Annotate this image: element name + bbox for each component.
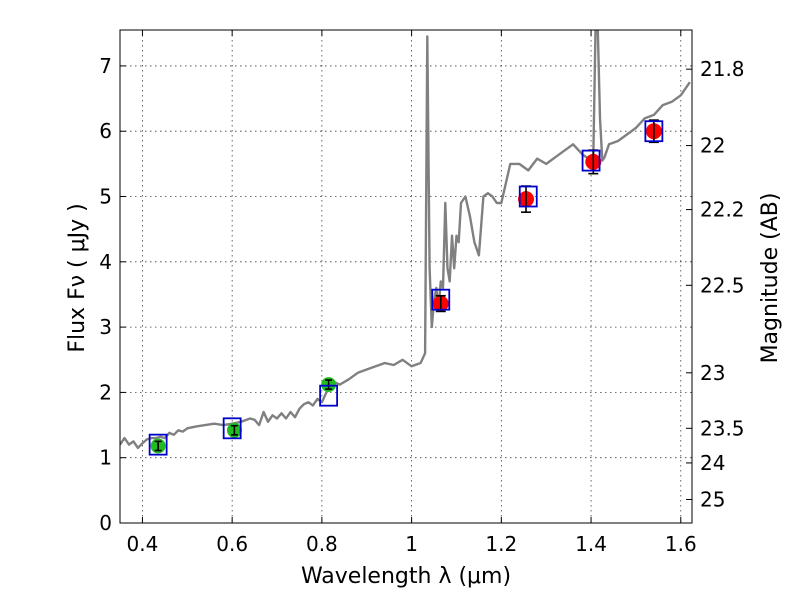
model-spectrum-layer (120, 30, 691, 450)
x-tick-label: 0.4 (127, 532, 159, 556)
y2-tick-label: 22.5 (700, 273, 745, 297)
y2-tick-label: 25 (700, 487, 725, 511)
axis-ticks (120, 30, 692, 524)
grid (120, 30, 692, 524)
y2-tick-label: 23 (700, 361, 725, 385)
y-tick-label: 2 (99, 380, 112, 404)
x-tick-label: 1.4 (575, 532, 607, 556)
x-tick-label: 1.2 (485, 532, 517, 556)
x-tick-label: 0.8 (306, 532, 338, 556)
x-tick-label: 0.6 (216, 532, 248, 556)
y-tick-label: 4 (99, 250, 112, 274)
model-box (581, 149, 601, 172)
x-axis-label: Wavelength λ (μm) (301, 564, 511, 589)
photometry-points-layer (150, 119, 662, 454)
model-box (222, 417, 242, 440)
y-axis-label: Flux Fν ( μJy ) (65, 203, 90, 352)
model-box (319, 384, 339, 407)
plot-frame (119, 29, 693, 524)
y-tick-label: 7 (99, 54, 112, 78)
y-tick-label: 3 (99, 315, 112, 339)
y2-tick-label: 23.5 (700, 416, 745, 440)
x-tick-label: 1.6 (665, 532, 697, 556)
model-box (431, 288, 451, 311)
model-boxes-layer (148, 120, 664, 456)
y2-axis-label: Magnitude (AB) (758, 193, 783, 364)
y2-tick-label: 24 (700, 451, 725, 475)
x-tick-label: 1 (405, 532, 418, 556)
y-tick-label: 5 (99, 185, 112, 209)
model-box (518, 185, 538, 208)
y-tick-label: 0 (99, 511, 112, 535)
y2-tick-label: 22.2 (700, 198, 745, 222)
y2-tick-label: 21.8 (700, 57, 745, 81)
model-spectrum-line (120, 30, 691, 450)
model-box (148, 433, 168, 456)
y-tick-label: 6 (99, 119, 112, 143)
y-tick-label: 1 (99, 446, 112, 470)
y2-tick-label: 22 (700, 134, 725, 158)
model-box (644, 120, 664, 143)
